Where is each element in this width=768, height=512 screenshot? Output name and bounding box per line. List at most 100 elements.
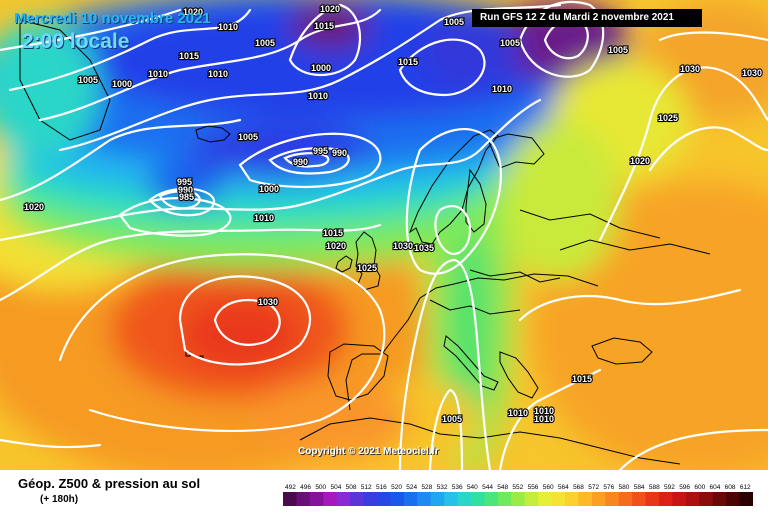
scale-labels: 492 496 500 504 508 512 516 520 524 528 532 536 540 5… <box>285 484 751 491</box>
scale-swatch <box>699 492 714 506</box>
scale-tick-label: 500 <box>315 484 326 491</box>
isobar-label: 1005 <box>608 45 628 55</box>
isobar-label: 1030 <box>680 64 700 74</box>
color-scale-legend: 492 496 500 504 508 512 516 520 524 528 532 536 540 5… <box>283 484 753 506</box>
isobar-label: 995 <box>177 177 192 187</box>
scale-tick-label: 588 <box>649 484 660 491</box>
scale-swatch <box>390 492 405 506</box>
scale-swatch <box>726 492 741 506</box>
scale-tick-label: 496 <box>300 484 311 491</box>
scale-swatch <box>645 492 660 506</box>
scale-swatch <box>565 492 579 506</box>
scale-tick-label: 584 <box>634 484 645 491</box>
scale-tick-label: 592 <box>664 484 675 491</box>
isobar-label: 985 <box>179 192 194 202</box>
scale-swatches <box>283 492 753 506</box>
scale-tick-label: 508 <box>346 484 357 491</box>
isobar-labels: 1020 1010 1015 1010 1005 1000 1005 1000 1010 1015… <box>4 3 763 470</box>
isobar-label: 1010 <box>508 408 528 418</box>
scale-tick-label: 532 <box>437 484 448 491</box>
scale-swatch <box>672 492 687 506</box>
scale-tick-label: 548 <box>497 484 508 491</box>
scale-tick-label: 608 <box>725 484 736 491</box>
isobar-label: 1005 <box>238 132 258 142</box>
scale-tick-label: 568 <box>573 484 584 491</box>
scale-swatch <box>591 492 606 506</box>
isobar-label: 1015 <box>572 374 592 384</box>
scale-tick-label: 612 <box>740 484 751 491</box>
isobar-label: 1000 <box>259 184 279 194</box>
forecast-map: 1020 1010 1015 1010 1005 1000 1005 1000 1010 1015… <box>0 0 768 470</box>
scale-swatch <box>323 492 338 506</box>
scale-tick-label: 504 <box>330 484 341 491</box>
scale-swatch <box>309 492 324 506</box>
isobar-label: 1020 <box>183 7 203 17</box>
scale-swatch <box>430 492 445 506</box>
scale-tick-label: 512 <box>361 484 372 491</box>
isobar-label: 990 <box>293 157 308 167</box>
scale-swatch <box>457 492 472 506</box>
scale-swatch <box>538 492 553 506</box>
isobar-label: 995 <box>313 146 328 156</box>
isobar-label: 1010 <box>534 414 554 424</box>
isobar-label: 1005 <box>500 38 520 48</box>
scale-swatch <box>403 492 418 506</box>
scale-tick-label: 596 <box>679 484 690 491</box>
isobar-label: 990 <box>178 185 193 195</box>
scale-tick-label: 604 <box>710 484 721 491</box>
isobar-label: 1020 <box>24 202 44 212</box>
scale-tick-label: 572 <box>588 484 599 491</box>
isobar-label: 1015 <box>314 21 334 31</box>
isobar-label: 1010 <box>308 91 328 101</box>
coastlines <box>19 19 711 465</box>
scale-swatch <box>296 492 311 506</box>
scale-swatch <box>484 492 499 506</box>
isobar-label: 1005 <box>255 38 275 48</box>
isobar-label: 1020 <box>320 4 340 14</box>
scale-tick-label: 540 <box>467 484 478 491</box>
forecast-date: Mercredi 10 novembre 2021 <box>14 10 211 27</box>
isobar-label: 1005 <box>442 414 462 424</box>
isobar-label: 1015 <box>179 51 199 61</box>
map-title: Géop. Z500 & pression au sol <box>18 476 201 491</box>
scale-swatch <box>350 492 365 506</box>
scale-tick-label: 564 <box>558 484 569 491</box>
copyright-notice: Copyright © 2021 Meteociel.fr <box>298 446 439 457</box>
scale-swatch <box>618 492 633 506</box>
scale-tick-label: 576 <box>603 484 614 491</box>
scale-swatch <box>551 492 566 506</box>
scale-swatch <box>336 492 351 506</box>
isobar-label: 1010 <box>208 69 228 79</box>
scale-tick-label: 580 <box>619 484 630 491</box>
scale-swatch <box>283 492 297 506</box>
scale-swatch <box>712 492 727 506</box>
map-footer: Géop. Z500 & pression au sol (+ 180h) 49… <box>0 470 768 512</box>
scale-tick-label: 528 <box>421 484 432 491</box>
scale-tick-label: 552 <box>512 484 523 491</box>
isobar-label: 1025 <box>357 263 377 273</box>
isobar-label: 1005 <box>78 75 98 85</box>
scale-swatch <box>377 492 391 506</box>
scale-swatch <box>659 492 673 506</box>
scale-swatch <box>444 492 459 506</box>
scale-swatch <box>417 492 432 506</box>
isobar-label: 1030 <box>742 68 762 78</box>
scale-swatch <box>578 492 593 506</box>
model-run-label: Run GFS 12 Z du Mardi 2 novembre 2021 <box>472 9 702 27</box>
scale-swatch <box>605 492 620 506</box>
scale-swatch <box>524 492 539 506</box>
scale-tick-label: 524 <box>406 484 417 491</box>
isobar-label: 1015 <box>398 57 418 67</box>
isobar-label: 1010 <box>254 213 274 223</box>
isobar-label: 1010 <box>148 69 168 79</box>
isobar-label: 1010 <box>492 84 512 94</box>
geopotential-color-field <box>0 0 768 470</box>
forecast-time: 2:00 locale <box>22 30 130 53</box>
isobar-label: 1035 <box>414 243 434 253</box>
scale-tick-label: 520 <box>391 484 402 491</box>
isobar-label: 1030 <box>258 297 278 307</box>
scale-tick-label: 492 <box>285 484 296 491</box>
scale-swatch <box>632 492 647 506</box>
isobar-label: 1000 <box>112 79 132 89</box>
